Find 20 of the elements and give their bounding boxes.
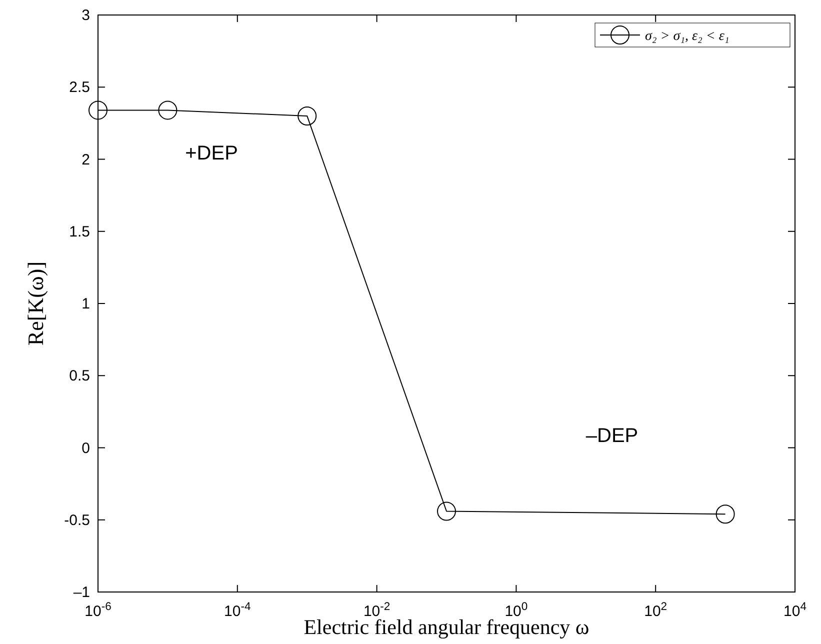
y-tick-label: 1 (82, 296, 90, 312)
y-tick-label: 1.5 (69, 223, 90, 240)
x-tick-label: 10$^{4}$ (784, 601, 806, 620)
y-tick-label: 0 (82, 440, 90, 457)
x-tick-label: 10$^{-6}$ (84, 601, 112, 620)
y-axis-title: Re[K(ω)] (23, 261, 48, 346)
y-tick-label: 0.5 (69, 368, 90, 385)
y-tick-label: –1 (73, 584, 90, 601)
point (158, 100, 178, 120)
point (298, 106, 317, 126)
annotation: +DEP (185, 142, 238, 164)
point (437, 502, 456, 521)
annotation: –DEP (586, 424, 638, 447)
y-tick-label: 2 (82, 151, 90, 168)
x-tick-label: 10$^{2}$ (644, 601, 668, 620)
y-tick-label: 3 (82, 7, 90, 24)
y-tick-label: 2.5 (69, 79, 90, 96)
y-tick-label: -0.5 (64, 512, 90, 529)
x-tick-label: 10$^{-4}$ (224, 601, 251, 620)
legend-label: σ₂ > σ₁, ε₂ < ε₁ (645, 29, 730, 44)
